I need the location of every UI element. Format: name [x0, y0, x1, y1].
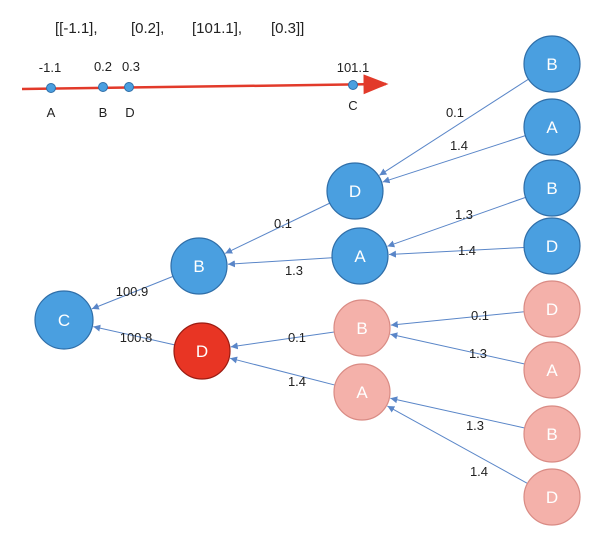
tree-edge [224, 202, 330, 254]
point-value-label: -1.1 [39, 60, 61, 75]
node-circle [523, 35, 581, 93]
node-circle [326, 162, 384, 220]
point-value-label: 101.1 [337, 60, 370, 75]
tree-edge [390, 332, 525, 365]
coord-item: [101.1], [192, 20, 242, 37]
point-value-label: 0.3 [122, 59, 140, 74]
tree-edge [387, 405, 528, 484]
node-circle [523, 217, 581, 275]
tree-node-d: D [326, 162, 384, 220]
node-label: A [546, 118, 558, 137]
node-label: A [356, 383, 368, 402]
tree-edge [382, 135, 526, 184]
node-circle [34, 290, 94, 350]
node-circle [173, 322, 231, 380]
node-circle [523, 280, 581, 338]
coordinate-list: [[-1.1], [0.2], [101.1], [0.3]] [55, 20, 304, 37]
node-label: A [354, 247, 366, 266]
tree-edge [387, 196, 526, 248]
node-label: D [546, 300, 558, 319]
point-value-label: 0.2 [94, 59, 112, 74]
number-line-point-b [98, 82, 108, 92]
tree-node-a: A [523, 341, 581, 399]
node-circle [523, 468, 581, 526]
node-label: D [546, 488, 558, 507]
tree-node-d: D [523, 280, 581, 338]
edge-weight-label: 1.3 [455, 207, 473, 222]
edge-weight-label: 1.3 [466, 418, 484, 433]
number-line-point-d [124, 82, 134, 92]
tree-node-a: A [333, 363, 391, 421]
point-letter-label: B [99, 105, 108, 120]
coord-item: [0.2], [131, 20, 164, 37]
edge-weight-label: 1.3 [469, 346, 487, 361]
point-letter-label: A [47, 105, 56, 120]
node-circle [523, 341, 581, 399]
coord-item: [[-1.1], [55, 20, 98, 37]
tree-node-d: D [523, 217, 581, 275]
tree-edge [390, 311, 525, 328]
tree-edge [93, 324, 175, 346]
number-line-point-c [348, 80, 358, 90]
edge-weight-label: 1.4 [470, 464, 488, 479]
tree-edge [390, 396, 525, 429]
coord-item: [0.3]] [271, 20, 304, 37]
node-circle [333, 363, 391, 421]
edge-weight-label: 1.4 [450, 138, 468, 153]
edge-weight-label: 0.1 [471, 308, 489, 323]
point-letter-label: D [125, 105, 134, 120]
edge-weight-label: 1.4 [288, 374, 306, 389]
edge-weight-label: 0.1 [274, 216, 292, 231]
number-line-axis [21, 74, 389, 95]
node-circle [523, 405, 581, 463]
node-circle [170, 237, 228, 295]
tree-node-b: B [170, 237, 228, 295]
tree-edges: 100.9 100.8 0.1 1.3 0.1 1.4 0.1 1.4 1.3 1.4 0.1 1.3… [91, 78, 529, 484]
node-label: D [349, 182, 361, 201]
tree-node-b: B [333, 299, 391, 357]
edge-weight-label: 100.8 [120, 330, 153, 345]
tree-edge [230, 331, 335, 350]
tree-edge [388, 246, 525, 258]
tree-node-d: D [173, 322, 231, 380]
node-label: B [193, 257, 204, 276]
tree-node-b: B [523, 405, 581, 463]
node-label: B [546, 55, 557, 74]
edge-weight-label: 0.1 [288, 330, 306, 345]
tree-node-d: D [523, 468, 581, 526]
node-label: B [546, 425, 557, 444]
node-circle [333, 299, 391, 357]
node-circle [331, 227, 389, 285]
node-circle [523, 98, 581, 156]
tree-edge [379, 78, 529, 176]
number-line-point-a [46, 83, 56, 93]
node-label: B [356, 319, 367, 338]
tree-edge [91, 275, 174, 310]
node-label: D [196, 342, 208, 361]
edge-weight-label: 100.9 [116, 284, 149, 299]
edge-weight-label: 1.4 [458, 243, 476, 258]
tree-node-b: B [523, 35, 581, 93]
number-line: -1.1 A 0.2 B 0.3 D 101.1 C [21, 59, 389, 120]
node-label: D [546, 237, 558, 256]
node-circle [523, 159, 581, 217]
edge-weight-label: 0.1 [446, 105, 464, 120]
node-label: A [546, 361, 558, 380]
tree-nodes: C B D D A B A B A B D D A B D [34, 35, 581, 526]
tree-node-b: B [523, 159, 581, 217]
tree-edge [227, 257, 333, 268]
tree-node-c: C [34, 290, 94, 350]
tree-node-a: A [523, 98, 581, 156]
tree-node-a: A [331, 227, 389, 285]
tree-edge [229, 356, 336, 386]
edge-weight-label: 1.3 [285, 263, 303, 278]
node-label: C [58, 311, 70, 330]
node-label: B [546, 179, 557, 198]
point-letter-label: C [348, 98, 357, 113]
